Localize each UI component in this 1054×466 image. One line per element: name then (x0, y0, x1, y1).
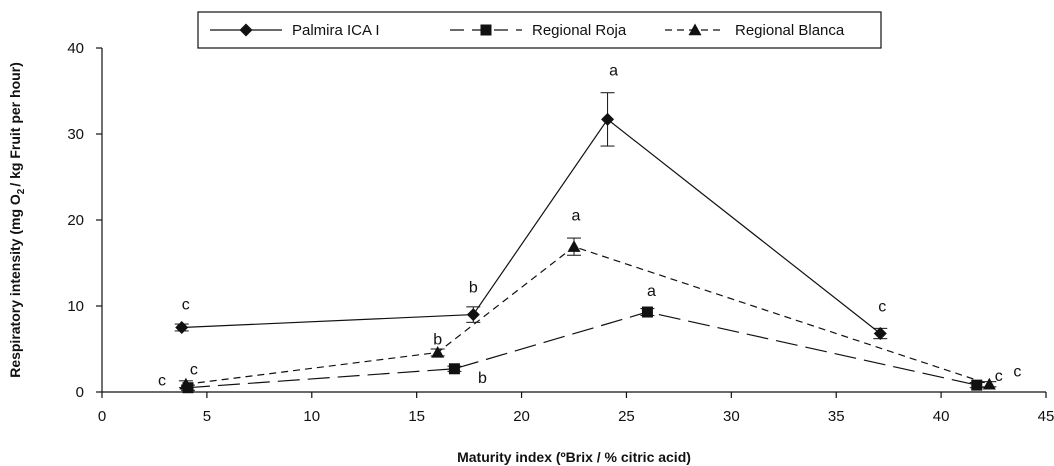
y-tick-label: 0 (76, 384, 84, 401)
data-point-square (641, 306, 653, 318)
significance-label: b (433, 331, 442, 348)
legend-item: Regional Roja (450, 22, 627, 39)
x-tick-label: 45 (1038, 408, 1054, 425)
series-line (187, 311, 977, 389)
legend-box (197, 11, 882, 49)
data-point-diamond (466, 308, 480, 322)
series-line (185, 245, 990, 385)
x-tick-label: 0 (98, 408, 106, 425)
x-tick-label: 20 (513, 408, 530, 425)
data-point-diamond (873, 327, 887, 341)
y-axis-title-rest: / kg Fruit per hour) (7, 62, 23, 186)
legend-label: Regional Roja (532, 22, 627, 39)
x-tick-label: 35 (828, 408, 845, 425)
y-tick-label: 20 (67, 212, 84, 229)
legend-item: Palmira ICA I (210, 22, 380, 39)
x-tick-label: 30 (723, 408, 740, 425)
significance-label: a (609, 62, 618, 79)
x-tick-label: 40 (933, 408, 950, 425)
data-point-triangle (431, 345, 445, 358)
series-regional-roja: c b a c (158, 283, 1003, 394)
y-tick-label: 40 (67, 40, 84, 57)
legend-marker-square (480, 24, 492, 36)
significance-label: c (878, 299, 886, 316)
significance-label: c (158, 373, 166, 390)
significance-label: c (182, 297, 190, 314)
significance-label: b (478, 370, 487, 387)
series-palmira-ica-i: c b a c (174, 62, 888, 341)
data-point-triangle (179, 377, 193, 390)
series-line (181, 118, 881, 334)
data-point-diamond (601, 112, 615, 126)
legend-label: Palmira ICA I (292, 22, 380, 39)
data-point-square (971, 379, 983, 391)
legend-marker-triangle (688, 23, 702, 36)
x-tick-label: 10 (303, 408, 320, 425)
y-axis-title-main: Respiratory intensity (mg O (7, 194, 23, 378)
significance-label: a (572, 208, 581, 225)
data-point-triangle (982, 377, 996, 390)
series-regional-blanca: c b a c (178, 208, 1021, 390)
legend-item: Regional Blanca (665, 22, 845, 39)
significance-label: c (995, 368, 1003, 385)
data-point-triangle (567, 240, 581, 252)
y-tick-label: 30 (67, 126, 84, 143)
axes: 0 5 10 15 20 25 30 35 40 45 0 10 20 30 40 (67, 40, 1054, 425)
significance-label: c (1013, 363, 1021, 380)
y-axis-title-subscript: 2 (16, 188, 27, 194)
significance-label: a (647, 283, 656, 300)
legend-label: Regional Blanca (735, 22, 845, 39)
significance-label: b (469, 280, 478, 297)
legend: Palmira ICA I Regional Roja Regional Blanc… (197, 11, 882, 49)
y-tick-label: 10 (67, 298, 84, 315)
x-tick-label: 25 (618, 408, 635, 425)
x-tick-label: 15 (408, 408, 425, 425)
y-axis-title: Respiratory intensity (mg O2 / kg Fruit p… (7, 62, 27, 378)
x-axis-title: Maturity index (ºBrix / % citric acid) (457, 449, 691, 465)
significance-label: c (190, 361, 198, 378)
x-tick-label: 5 (203, 408, 211, 425)
data-point-square (448, 363, 460, 375)
legend-marker-diamond (239, 23, 253, 37)
data-point-diamond (175, 321, 189, 334)
